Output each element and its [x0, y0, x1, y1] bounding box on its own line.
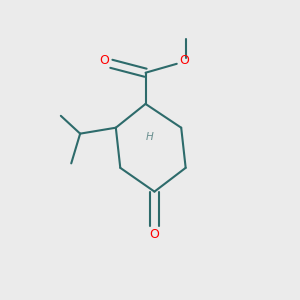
Text: O: O: [179, 54, 189, 67]
Text: O: O: [99, 54, 109, 67]
Text: O: O: [149, 228, 159, 241]
Text: H: H: [146, 132, 154, 142]
